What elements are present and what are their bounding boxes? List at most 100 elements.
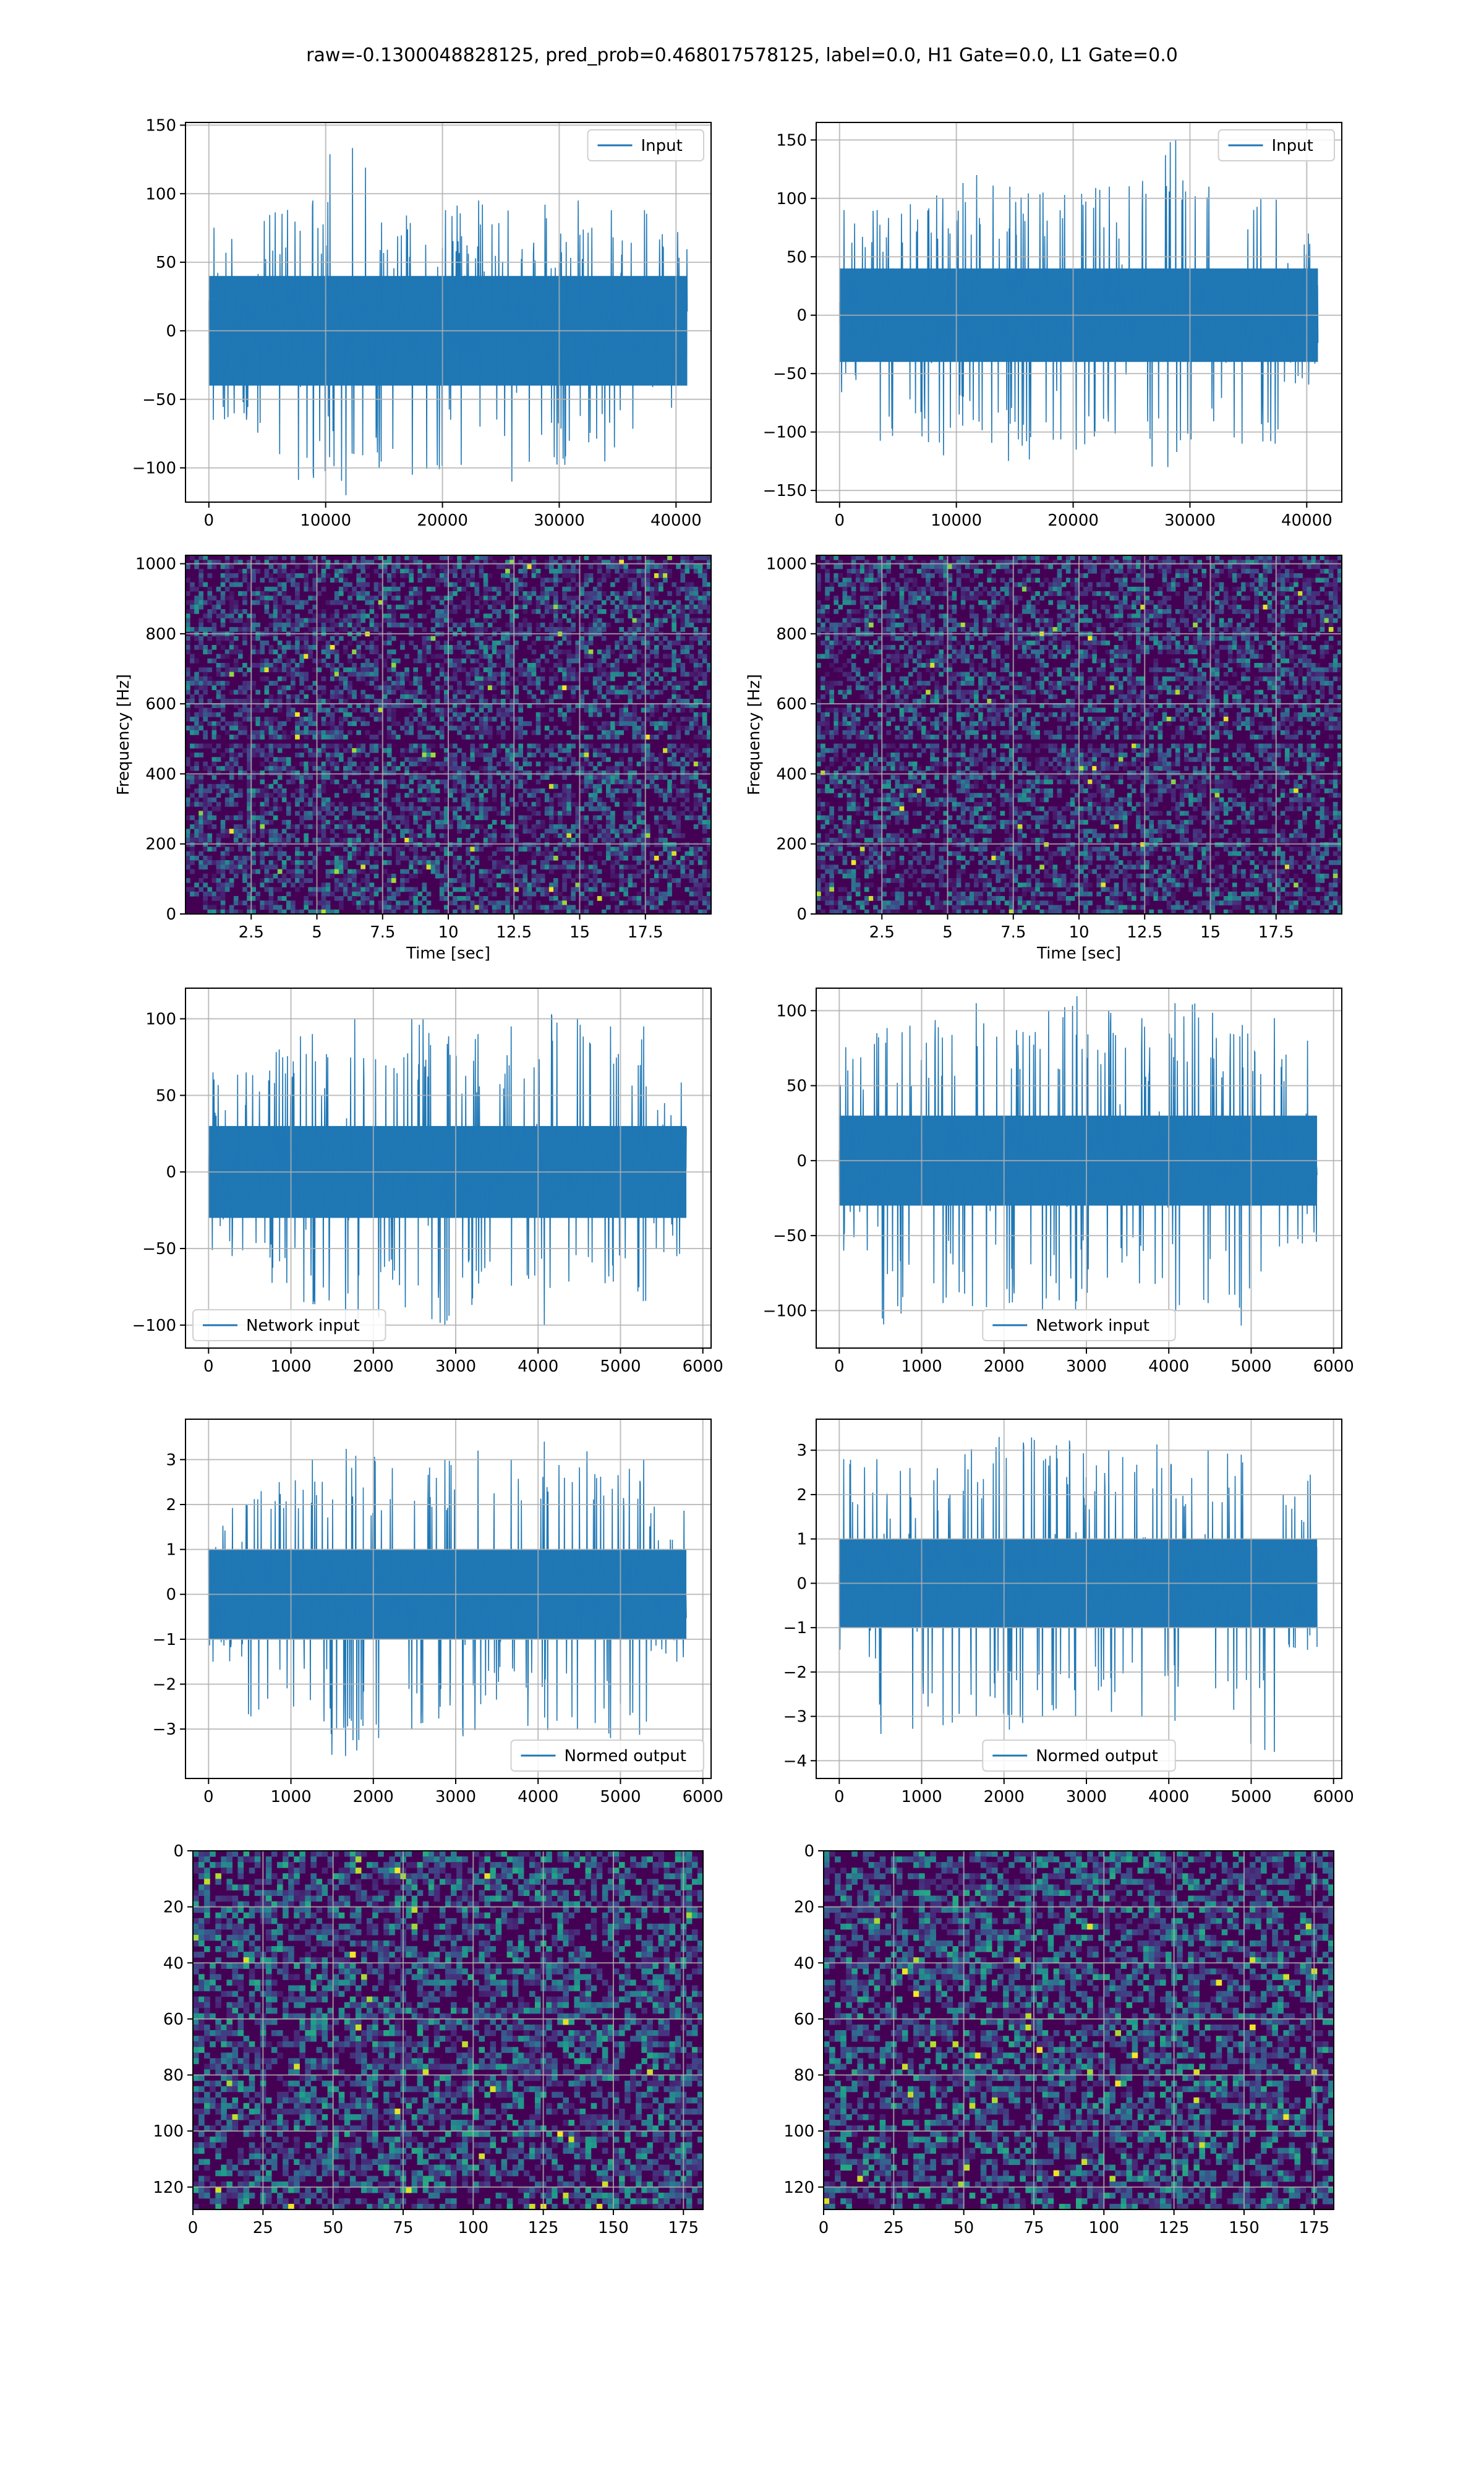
spectrogram-cell	[558, 793, 563, 798]
spectrogram-cell	[448, 609, 453, 614]
spectrogram-cell	[571, 824, 576, 829]
spectrogram-cell	[484, 842, 488, 847]
spectrogram-cell	[186, 672, 190, 677]
spectrogram-cell	[562, 627, 567, 632]
spectrogram-cell	[260, 806, 265, 811]
spectrogram-cell	[391, 583, 396, 587]
spectrogram-cell	[286, 699, 291, 704]
spectrogram-cell	[299, 793, 304, 798]
spectrogram-cell	[435, 788, 440, 793]
spectrogram-cell	[654, 645, 659, 650]
spectrogram-cell	[269, 744, 274, 749]
spectrogram-cell	[212, 775, 217, 780]
spectrogram-cell	[238, 744, 243, 749]
spectrogram-cell	[448, 555, 453, 560]
spectrogram-cell	[610, 672, 615, 677]
spectrogram-cell	[448, 766, 453, 771]
spectrogram-cell	[299, 820, 304, 825]
spectrogram-cell	[597, 694, 602, 699]
spectrogram-cell	[391, 905, 396, 910]
spectrogram-cell	[659, 690, 663, 695]
spectrogram-cell	[413, 744, 418, 749]
spectrogram-cell	[484, 744, 488, 749]
spectrogram-cell	[527, 623, 532, 628]
spectrogram-cell	[566, 569, 571, 574]
spectrogram-cell	[571, 762, 576, 767]
spectrogram-cell	[633, 681, 638, 686]
spectrogram-cell	[194, 838, 199, 843]
spectrogram-cell	[457, 748, 462, 753]
spectrogram-cell	[492, 649, 497, 654]
spectrogram-cell	[623, 842, 628, 847]
spectrogram-cell	[497, 649, 501, 654]
spectrogram-cell	[672, 784, 676, 789]
spectrogram-cell	[370, 627, 375, 632]
spectrogram-cell	[335, 735, 339, 740]
spectrogram-cell	[680, 587, 685, 592]
spectrogram-cell	[475, 600, 480, 605]
spectrogram-cell	[273, 842, 278, 847]
spectrogram-cell	[282, 896, 287, 901]
spectrogram-cell	[229, 565, 234, 570]
spectrogram-cell	[370, 748, 375, 753]
spectrogram-cell	[251, 600, 256, 605]
spectrogram-cell	[190, 677, 195, 681]
spectrogram-cell	[667, 757, 672, 762]
spectrogram-cell	[387, 878, 392, 883]
spectrogram-cell	[527, 627, 532, 632]
spectrogram-cell	[676, 847, 681, 852]
spectrogram-cell	[659, 824, 663, 829]
spectrogram-cell	[417, 573, 422, 578]
spectrogram-cell	[633, 838, 638, 843]
spectrogram-cell	[532, 694, 537, 699]
spectrogram-cell	[623, 847, 628, 852]
spectrogram-cell	[466, 766, 471, 771]
spectrogram-cell	[238, 690, 243, 695]
spectrogram-cell	[295, 613, 300, 618]
spectrogram-cell	[427, 744, 432, 749]
spectrogram-cell	[589, 663, 594, 668]
spectrogram-cell	[242, 600, 247, 605]
spectrogram-cell	[422, 766, 427, 771]
spectrogram-cell	[672, 605, 676, 610]
spectrogram-cell	[602, 834, 607, 839]
spectrogram-cell	[532, 892, 537, 897]
spectrogram-cell	[221, 860, 226, 865]
spectrogram-cell	[339, 663, 344, 668]
spectrogram-cell	[470, 811, 475, 816]
spectrogram-cell	[584, 816, 589, 821]
spectrogram-cell	[475, 856, 480, 861]
spectrogram-cell	[216, 605, 221, 610]
spectrogram-cell	[427, 735, 432, 740]
spectrogram-cell	[536, 600, 541, 605]
spectrogram-cell	[207, 771, 212, 775]
spectrogram-cell	[212, 757, 217, 762]
spectrogram-cell	[278, 677, 283, 681]
spectrogram-cell	[680, 618, 685, 623]
spectrogram-cell	[335, 864, 339, 869]
spectrogram-cell	[466, 721, 471, 726]
spectrogram-cell	[566, 753, 571, 758]
spectrogram-cell	[615, 896, 620, 901]
spectrogram-cell	[553, 882, 558, 887]
spectrogram-cell	[273, 667, 278, 672]
spectrogram-cell	[615, 762, 620, 767]
spectrogram-cell	[623, 600, 628, 605]
spectrogram-cell	[680, 874, 685, 879]
spectrogram-cell	[484, 816, 488, 821]
spectrogram-cell	[549, 717, 554, 722]
spectrogram-cell	[207, 591, 212, 596]
spectrogram-cell	[597, 735, 602, 740]
spectrogram-cell	[422, 896, 427, 901]
spectrogram-cell	[536, 852, 541, 856]
spectrogram-cell	[435, 596, 440, 600]
spectrogram-cell	[646, 573, 650, 578]
spectrogram-cell	[610, 892, 615, 897]
spectrogram-cell	[225, 569, 230, 574]
spectrogram-cell	[602, 681, 607, 686]
spectrogram-cell	[370, 905, 375, 910]
spectrogram-cell	[273, 578, 278, 583]
spectrogram-cell	[654, 672, 659, 677]
spectrogram-cell	[597, 762, 602, 767]
spectrogram-cell	[229, 860, 234, 865]
